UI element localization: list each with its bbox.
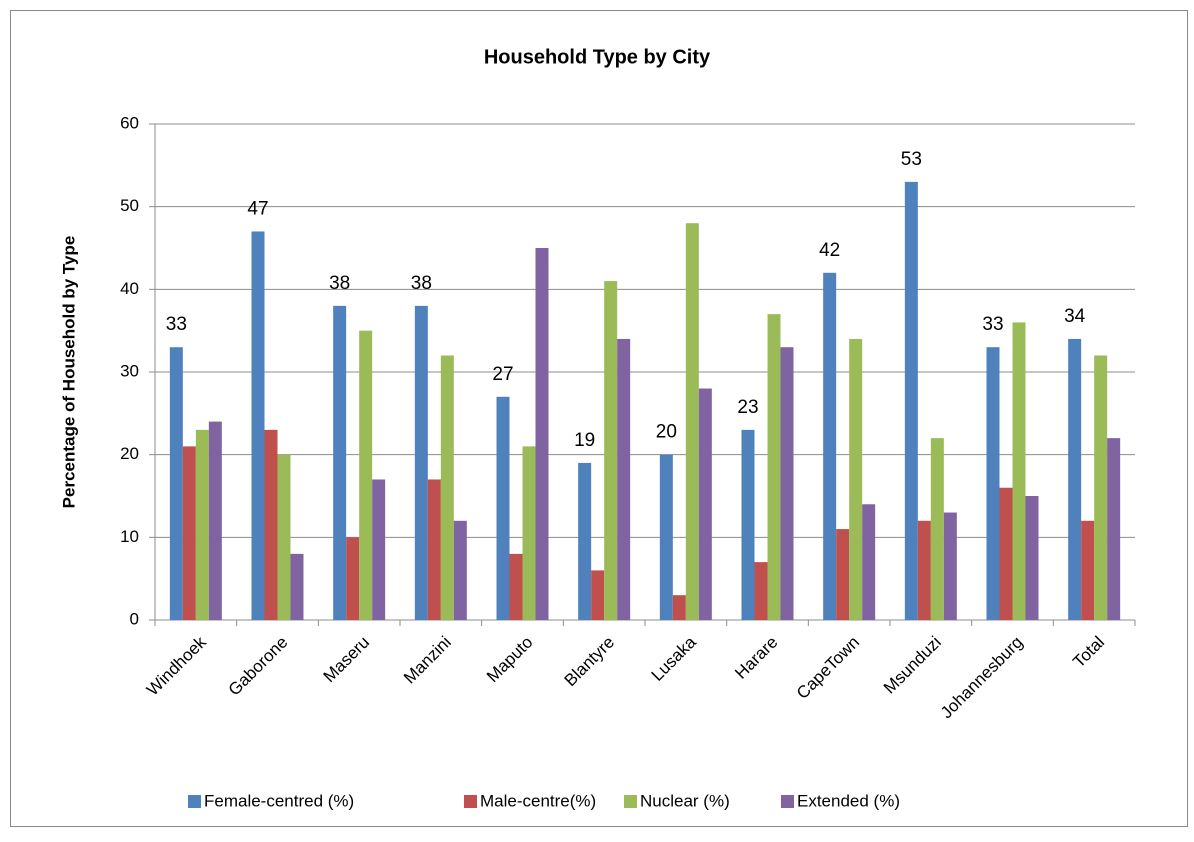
bar — [1094, 355, 1108, 620]
data-label: 20 — [656, 422, 677, 443]
bar — [1025, 496, 1039, 620]
chart-title: Household Type by City — [484, 46, 711, 68]
bar — [1107, 438, 1121, 620]
legend-label: Female-centred (%) — [204, 791, 354, 810]
bar — [836, 529, 850, 620]
bar — [823, 272, 837, 620]
bar — [780, 347, 794, 620]
legend-swatch — [188, 795, 201, 808]
bar — [509, 553, 523, 620]
bar — [578, 462, 592, 620]
bar — [496, 396, 510, 620]
bar — [535, 248, 549, 620]
data-label: 38 — [411, 273, 432, 294]
y-tick-label: 40 — [120, 279, 139, 298]
bar — [290, 553, 304, 620]
y-tick-label: 50 — [120, 196, 139, 215]
y-tick-label: 0 — [130, 609, 139, 628]
bar — [264, 429, 278, 620]
bar — [182, 446, 196, 620]
data-label: 47 — [247, 198, 268, 219]
data-label: 33 — [166, 314, 187, 335]
bar — [604, 281, 618, 620]
y-tick-label: 20 — [120, 444, 139, 463]
bar — [414, 305, 428, 620]
legend-swatch — [781, 795, 794, 808]
y-axis-label: Percentage of Household by Type — [59, 236, 78, 509]
bar — [208, 421, 222, 620]
bar — [251, 231, 265, 620]
bar — [943, 512, 957, 620]
bar — [754, 562, 768, 620]
bar — [672, 595, 686, 620]
bar — [767, 314, 781, 620]
bar — [849, 338, 863, 620]
data-label: 27 — [492, 364, 513, 385]
legend-label: Male-centre(%) — [480, 791, 596, 810]
y-tick-label: 10 — [120, 527, 139, 546]
legend-swatch — [624, 795, 637, 808]
bar — [277, 454, 291, 620]
bar — [333, 305, 347, 620]
bar — [195, 429, 209, 620]
bar — [741, 429, 755, 620]
legend-swatch — [464, 795, 477, 808]
data-label: 19 — [574, 430, 595, 451]
bar — [359, 330, 373, 620]
bar — [698, 388, 712, 620]
data-label: 34 — [1064, 306, 1086, 327]
bar — [986, 347, 1000, 620]
bar — [440, 355, 454, 620]
bar — [453, 520, 467, 620]
bar — [169, 347, 183, 620]
y-tick-label: 30 — [120, 361, 139, 380]
bar — [522, 446, 536, 620]
bar — [427, 479, 441, 620]
bar — [904, 181, 918, 620]
bar — [659, 454, 673, 620]
data-label: 38 — [329, 273, 350, 294]
bar — [930, 438, 944, 620]
bar — [685, 223, 699, 620]
bar — [1068, 338, 1082, 620]
data-label: 33 — [982, 314, 1003, 335]
bar — [999, 487, 1013, 620]
bar — [591, 570, 605, 620]
bar — [862, 504, 876, 620]
data-label: 42 — [819, 240, 840, 261]
bar — [1081, 520, 1095, 620]
bar — [1012, 322, 1026, 620]
bar — [917, 520, 931, 620]
legend-label: Extended (%) — [797, 791, 900, 810]
chart-border — [10, 10, 1188, 827]
legend-label: Nuclear (%) — [640, 791, 730, 810]
bar — [372, 479, 386, 620]
y-tick-label: 60 — [120, 113, 139, 132]
bar — [617, 338, 631, 620]
data-label: 53 — [901, 149, 922, 170]
data-label: 23 — [737, 397, 758, 418]
bar — [346, 537, 360, 620]
